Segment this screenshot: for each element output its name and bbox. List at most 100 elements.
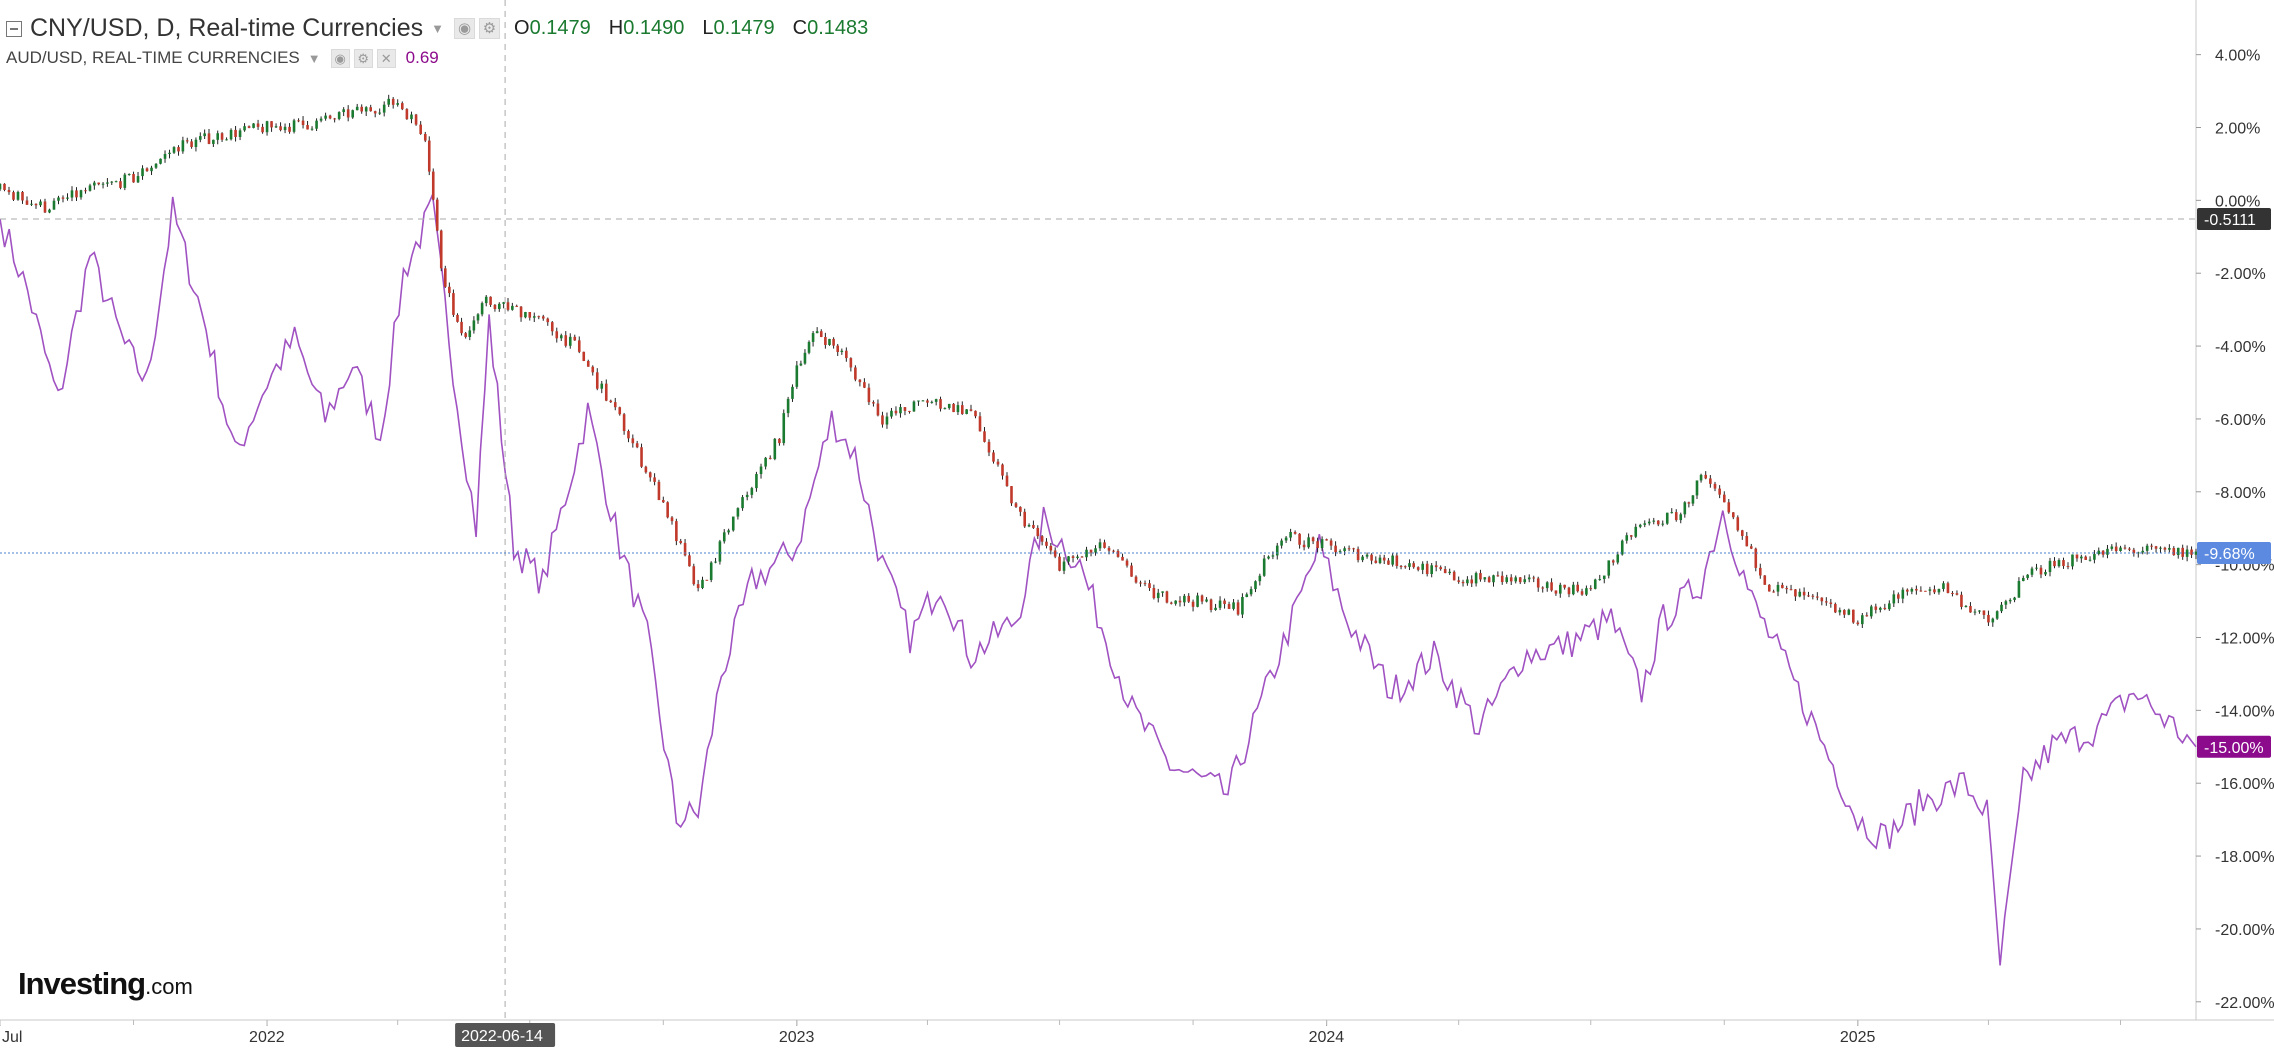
cny-candle-body <box>736 508 740 517</box>
cny-candle-body <box>618 407 622 415</box>
cny-candle-body <box>750 488 754 495</box>
cny-candle-body <box>1709 478 1712 484</box>
cny-candle-body <box>1691 495 1695 504</box>
cny-candle-body <box>1763 575 1767 585</box>
cny-candle-body <box>1545 582 1549 589</box>
cny-candle-body <box>351 110 354 118</box>
cny-candle-body <box>1474 573 1478 584</box>
cny-candle-body <box>688 555 691 567</box>
compare-symbol-name[interactable]: AUD/USD, REAL-TIME CURRENCIES <box>6 48 300 67</box>
cny-candle-body <box>952 403 955 413</box>
cny-candle-body <box>355 106 359 111</box>
cny-candle-body <box>1991 618 1995 623</box>
cny-candle-body <box>2101 550 2105 555</box>
cny-candle-body <box>1523 579 1527 583</box>
cny-candle-body <box>934 399 938 402</box>
cny-candle-body <box>1103 542 1106 548</box>
chevron-down-icon[interactable]: ▼ <box>307 50 321 66</box>
cny-candle-body <box>3 183 6 190</box>
cny-candle-body <box>1023 511 1027 527</box>
cny-candle-body <box>1338 551 1342 553</box>
cny-candle-body <box>1906 589 1909 592</box>
cny-candle-body <box>1434 565 1438 568</box>
cny-candle-body <box>1461 581 1465 584</box>
cny-candle-body <box>48 209 51 213</box>
cny-candle-body <box>1674 512 1678 521</box>
eye-icon[interactable]: ◉ <box>330 48 350 68</box>
cny-candle-body <box>1479 573 1482 580</box>
cny-candle-body <box>1901 589 1905 599</box>
close-icon[interactable]: ✕ <box>376 48 396 68</box>
collapse-icon[interactable] <box>6 20 22 37</box>
cny-candle-body <box>1200 595 1204 602</box>
cny-candle-body <box>1382 557 1386 561</box>
cny-candle-body <box>863 382 866 388</box>
y-tick-label: -14.00% <box>2215 703 2274 720</box>
cny-candle-body <box>234 129 237 137</box>
cny-candle-body <box>261 126 264 133</box>
eye-icon[interactable]: ◉ <box>454 18 476 39</box>
cny-candle-body <box>2097 550 2101 555</box>
chevron-down-icon[interactable]: ▼ <box>431 21 445 36</box>
ohlc-high: 0.1490 <box>623 17 685 39</box>
cny-candle-body <box>519 306 523 318</box>
cny-candle-body <box>675 521 678 542</box>
cny-candle-body <box>1280 540 1283 546</box>
cny-candle-body <box>564 335 568 346</box>
cny-candle-body <box>279 126 282 131</box>
cny-candle-body <box>1466 579 1469 584</box>
cny-candle-body <box>1307 537 1310 548</box>
cny-candle-body <box>1781 584 1784 589</box>
cny-candle-body <box>1053 550 1057 557</box>
cny-candle-body <box>1470 579 1474 584</box>
cny-candle-body <box>1356 548 1360 561</box>
cny-candle-body <box>288 126 291 132</box>
cny-candle-body <box>2154 546 2158 549</box>
cny-candle-body <box>741 497 744 509</box>
cny-candle-body <box>1847 609 1851 615</box>
gear-icon[interactable]: ⚙ <box>479 18 501 39</box>
cny-candle-body <box>595 372 599 389</box>
cny-candle-body <box>795 365 799 387</box>
main-symbol-name[interactable]: CNY/USD, D, Real-time Currencies <box>30 14 424 42</box>
cny-candle-body <box>836 345 840 352</box>
cny-candle-body <box>382 104 386 113</box>
cny-candle-body <box>132 174 135 183</box>
cny-candle-body <box>996 461 1000 465</box>
cny-candle-body <box>1439 567 1442 570</box>
cny-candle-body <box>30 203 33 205</box>
cny-candle-body <box>1856 622 1860 625</box>
cny-candle-body <box>908 410 911 412</box>
cny-candle-body <box>640 447 643 467</box>
cny-candle-body <box>16 191 20 200</box>
cny-candle-body <box>582 351 586 361</box>
cny-candle-body <box>1802 591 1806 596</box>
cny-candle-body <box>1183 595 1186 603</box>
cny-candle-body <box>1602 575 1606 580</box>
cny-candle-body <box>1249 589 1253 595</box>
cny-candle-body <box>1284 537 1288 541</box>
cny-candle-body <box>1130 565 1133 577</box>
cny-candle-body <box>872 402 875 404</box>
cny-candle-body <box>1262 558 1266 576</box>
cny-candle-body <box>1271 555 1275 557</box>
cny-candle-body <box>2088 559 2092 561</box>
cny-candle-body <box>480 303 484 315</box>
cny-candle-body <box>2181 547 2184 557</box>
cny-candle-body <box>1169 602 1173 604</box>
cny-candle-body <box>696 584 700 589</box>
cny-candle-body <box>1416 567 1420 570</box>
cny-candle-body <box>622 414 626 432</box>
cny-candle-body <box>2110 546 2114 549</box>
gear-icon[interactable]: ⚙ <box>353 48 373 68</box>
cny-candle-body <box>2172 548 2176 556</box>
cny-candle-body <box>1718 488 1721 495</box>
cny-candle-body <box>782 413 786 444</box>
cny-candle-body <box>1532 577 1536 579</box>
cny-candle-body <box>1589 588 1593 590</box>
investing-logo: Investing.com <box>18 966 193 1002</box>
y-tick-label: -20.00% <box>2215 922 2274 939</box>
cny-candle-body <box>832 338 835 346</box>
cny-candle-body <box>1892 594 1896 604</box>
